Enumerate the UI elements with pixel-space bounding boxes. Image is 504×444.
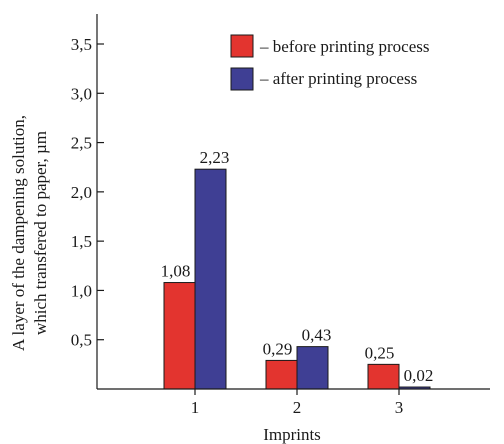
legend: – before printing process – after printi… (230, 34, 429, 91)
bar-after-1 (194, 168, 227, 390)
legend-label-before: – before printing process (259, 37, 429, 56)
x-axis-title: Imprints (263, 425, 321, 444)
y-tick-label: 3,5 (71, 35, 92, 54)
legend-label-after: – after printing process (259, 69, 417, 88)
bar-before-2 (265, 359, 298, 390)
x-tick-label: 2 (293, 398, 302, 417)
data-label-before-3: 0,25 (365, 343, 395, 362)
data-label-after-2: 0,43 (302, 326, 332, 345)
x-tick-label: 1 (191, 398, 200, 417)
legend-swatch-after (230, 67, 254, 91)
data-label-before-1: 1,08 (161, 262, 191, 281)
y-axis-title: A layer of the dampening solution, which… (9, 115, 50, 351)
y-axis-title-line2: which transfered to paper, µm (31, 131, 50, 335)
y-tick-label: 3,0 (71, 84, 92, 103)
x-tick-label: 3 (395, 398, 404, 417)
y-tick-label: 2,5 (71, 134, 92, 153)
data-label-after-3: 0,02 (404, 366, 434, 385)
bar-before-3 (367, 363, 400, 390)
y-tick-label: 2,0 (71, 183, 92, 202)
data-labels: 1,08 2,23 0,29 0,43 0,25 0,02 (161, 148, 434, 385)
y-tick-label: 0,5 (71, 331, 92, 350)
y-tick-label: 1,0 (71, 281, 92, 300)
legend-swatch-before (230, 34, 254, 58)
data-label-after-1: 2,23 (200, 148, 230, 167)
y-axis-title-line1: A layer of the dampening solution, (9, 115, 28, 351)
y-tick-label: 1,5 (71, 232, 92, 251)
bar-before-1 (163, 282, 196, 390)
data-label-before-2: 0,29 (263, 339, 293, 358)
y-axis-ticks: 0,5 1,0 1,5 2,0 2,5 3,0 3,5 (71, 35, 104, 350)
bar-after-2 (296, 346, 329, 390)
x-axis-ticks: 1 2 3 (191, 389, 404, 417)
